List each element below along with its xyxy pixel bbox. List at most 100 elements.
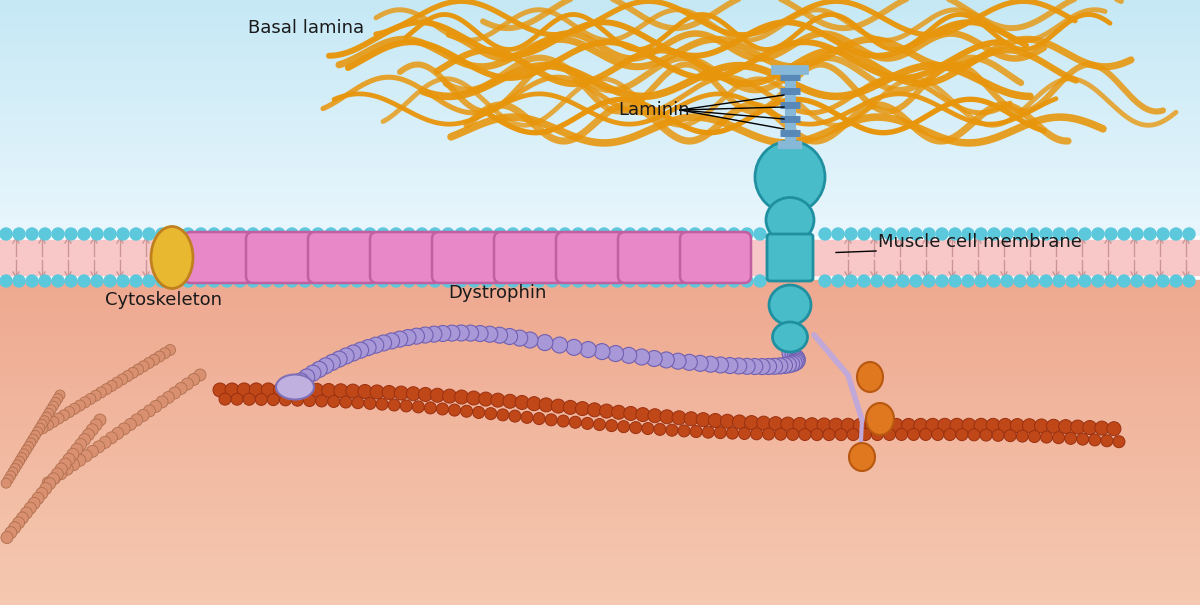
Circle shape: [419, 387, 432, 402]
Circle shape: [713, 357, 728, 373]
Bar: [0, 60, 1200, 64]
Circle shape: [416, 228, 428, 240]
Circle shape: [26, 438, 36, 448]
Ellipse shape: [755, 141, 826, 213]
Bar: [0, 135, 1200, 138]
Circle shape: [910, 275, 922, 287]
Circle shape: [403, 275, 415, 287]
Bar: [0, 213, 1200, 215]
Bar: [0, 475, 1200, 479]
Circle shape: [37, 423, 48, 434]
Circle shape: [52, 275, 64, 287]
Circle shape: [274, 383, 288, 397]
Circle shape: [194, 369, 206, 381]
Circle shape: [91, 275, 103, 287]
Circle shape: [566, 339, 582, 355]
Bar: [0, 540, 1200, 544]
Circle shape: [382, 385, 396, 399]
Circle shape: [353, 342, 368, 358]
Circle shape: [1058, 420, 1073, 434]
Circle shape: [65, 275, 77, 287]
Circle shape: [400, 330, 416, 345]
Circle shape: [1040, 228, 1052, 240]
Bar: [0, 201, 1200, 204]
Circle shape: [858, 275, 870, 287]
Bar: [0, 515, 1200, 520]
Ellipse shape: [276, 374, 314, 399]
Circle shape: [832, 275, 844, 287]
Circle shape: [247, 275, 259, 287]
Circle shape: [594, 419, 606, 431]
Circle shape: [472, 325, 488, 341]
Circle shape: [666, 424, 678, 436]
Circle shape: [702, 426, 714, 438]
Circle shape: [48, 473, 60, 485]
Circle shape: [0, 275, 12, 287]
Bar: [0, 164, 1200, 167]
Circle shape: [298, 383, 312, 397]
Bar: [0, 414, 1200, 418]
Circle shape: [728, 228, 740, 240]
Circle shape: [175, 382, 187, 394]
FancyBboxPatch shape: [680, 232, 751, 283]
Circle shape: [80, 450, 92, 462]
Circle shape: [1004, 430, 1016, 442]
Circle shape: [187, 373, 199, 385]
Circle shape: [22, 445, 31, 455]
Circle shape: [364, 228, 376, 240]
Bar: [0, 149, 1200, 152]
Circle shape: [65, 228, 77, 240]
Circle shape: [346, 384, 360, 398]
Circle shape: [416, 275, 428, 287]
Circle shape: [761, 359, 776, 374]
Circle shape: [546, 228, 558, 240]
Circle shape: [494, 275, 506, 287]
Circle shape: [676, 228, 688, 240]
Circle shape: [1010, 419, 1025, 433]
Circle shape: [919, 428, 931, 440]
Bar: [0, 112, 1200, 115]
Bar: [0, 20, 1200, 23]
Circle shape: [127, 367, 138, 378]
Circle shape: [738, 428, 750, 439]
Circle shape: [572, 228, 584, 240]
Circle shape: [1, 478, 11, 488]
Bar: [0, 38, 1200, 41]
Circle shape: [10, 463, 20, 474]
Circle shape: [274, 275, 286, 287]
Circle shape: [786, 355, 803, 371]
Bar: [0, 138, 1200, 141]
Circle shape: [52, 228, 64, 240]
Circle shape: [780, 357, 797, 373]
Bar: [0, 43, 1200, 46]
Circle shape: [689, 228, 701, 240]
Circle shape: [36, 488, 48, 500]
Bar: [0, 418, 1200, 422]
Circle shape: [104, 275, 116, 287]
Circle shape: [384, 333, 400, 349]
Circle shape: [611, 228, 623, 240]
Circle shape: [1170, 228, 1182, 240]
Circle shape: [1014, 228, 1026, 240]
Circle shape: [118, 423, 130, 435]
Circle shape: [1066, 275, 1078, 287]
Circle shape: [618, 420, 630, 433]
Circle shape: [118, 275, 130, 287]
Circle shape: [811, 428, 823, 440]
Circle shape: [238, 383, 251, 397]
Circle shape: [42, 420, 54, 431]
Bar: [0, 333, 1200, 337]
Circle shape: [92, 441, 104, 453]
Circle shape: [962, 275, 974, 287]
Text: Cytoskeleton: Cytoskeleton: [106, 291, 222, 309]
Circle shape: [485, 408, 497, 420]
Circle shape: [509, 410, 521, 422]
Circle shape: [769, 417, 782, 431]
Circle shape: [74, 400, 85, 411]
Circle shape: [338, 228, 350, 240]
Bar: [0, 584, 1200, 589]
Circle shape: [684, 412, 698, 426]
Ellipse shape: [769, 285, 811, 325]
Circle shape: [998, 419, 1013, 433]
Bar: [0, 15, 1200, 18]
